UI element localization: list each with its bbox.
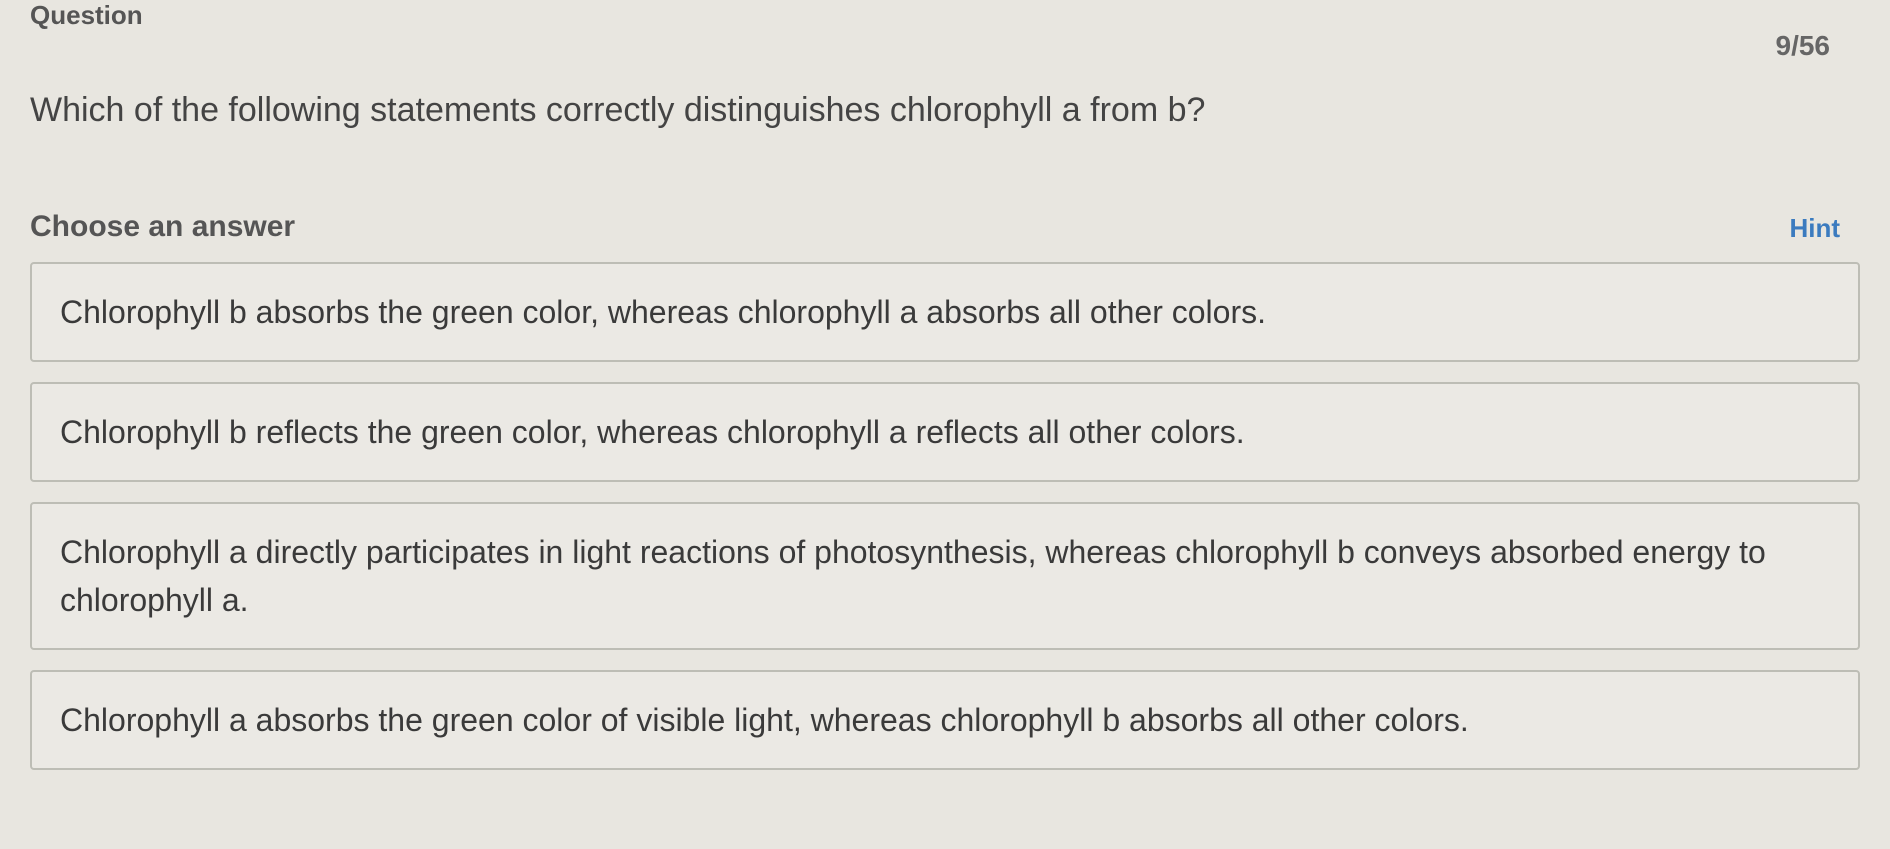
choose-answer-row: Choose an answer Hint xyxy=(30,210,1860,244)
answer-option[interactable]: Chlorophyll b reflects the green color, … xyxy=(30,382,1860,482)
answers-list: Chlorophyll b absorbs the green color, w… xyxy=(30,262,1860,770)
answer-option[interactable]: Chlorophyll b absorbs the green color, w… xyxy=(30,262,1860,362)
progress-indicator: 9/56 xyxy=(1776,30,1831,62)
quiz-container: Question 9/56 Which of the following sta… xyxy=(0,0,1890,849)
hint-link[interactable]: Hint xyxy=(1789,213,1840,244)
question-text: Which of the following statements correc… xyxy=(30,91,1860,130)
answer-option[interactable]: Chlorophyll a directly participates in l… xyxy=(30,502,1860,650)
choose-answer-label: Choose an answer xyxy=(30,210,295,244)
answer-option[interactable]: Chlorophyll a absorbs the green color of… xyxy=(30,670,1860,770)
question-label: Question xyxy=(30,0,1860,31)
